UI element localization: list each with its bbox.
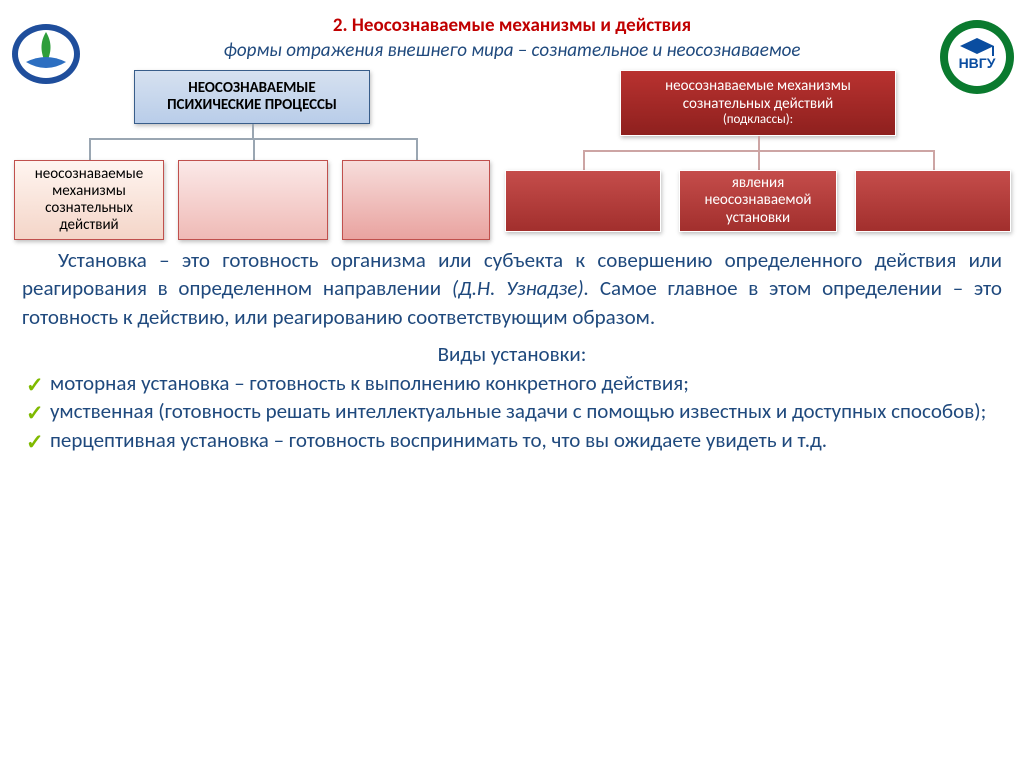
tree-child <box>505 170 661 232</box>
list-item: ✓ умственная (готовность решать интеллек… <box>26 397 1002 425</box>
tree-connector <box>583 150 585 170</box>
right-root: неосознаваемые механизмысознательных дей… <box>620 70 896 136</box>
para-italic: (Д.Н. Узнадзе). <box>452 275 589 301</box>
hierarchy-diagrams: НЕОСОЗНАВАЕМЫЕПСИХИЧЕСКИЕ ПРОЦЕССЫ неосоз… <box>0 62 1024 240</box>
left-root: НЕОСОЗНАВАЕМЫЕПСИХИЧЕСКИЕ ПРОЦЕССЫ <box>134 70 370 124</box>
tree-connector <box>758 136 760 150</box>
svg-text:НВГУ: НВГУ <box>959 55 996 71</box>
list-item: ✓перцептивная установка – готовность вос… <box>26 426 1002 454</box>
tree-child <box>178 160 328 240</box>
check-icon: ✓ <box>26 428 44 456</box>
tree-child: явлениянеосознаваемойустановки <box>679 170 837 232</box>
left-tree: НЕОСОЗНАВАЕМЫЕПСИХИЧЕСКИЕ ПРОЦЕССЫ неосоз… <box>14 70 489 240</box>
tree-connector <box>89 138 91 160</box>
tree-child: неосознаваемыемеханизмысознательныхдейст… <box>14 160 164 240</box>
right-tree: неосознаваемые механизмысознательных дей… <box>505 70 1010 240</box>
types-list: ✓моторная установка – готовность к выпол… <box>0 367 1024 454</box>
title-line-2: формы отражения внешнего мира – сознател… <box>0 39 1024 62</box>
tree-connector <box>253 138 255 160</box>
list-item: ✓моторная установка – готовность к выпол… <box>26 369 1002 397</box>
slide-heading: 2. Неосознаваемые механизмы и действия ф… <box>0 14 1024 62</box>
tree-connector <box>416 138 418 160</box>
check-icon: ✓ <box>26 399 44 427</box>
tree-child <box>855 170 1011 232</box>
tree-connector <box>252 124 254 138</box>
check-icon: ✓ <box>26 371 44 399</box>
tree-connector <box>758 150 760 170</box>
types-title: Виды установки: <box>0 341 1024 367</box>
tree-child <box>342 160 490 240</box>
definition-paragraph: Установка – это готовность организма или… <box>0 240 1024 331</box>
title-line-1: 2. Неосознаваемые механизмы и действия <box>0 14 1024 37</box>
tree-connector <box>933 150 935 170</box>
